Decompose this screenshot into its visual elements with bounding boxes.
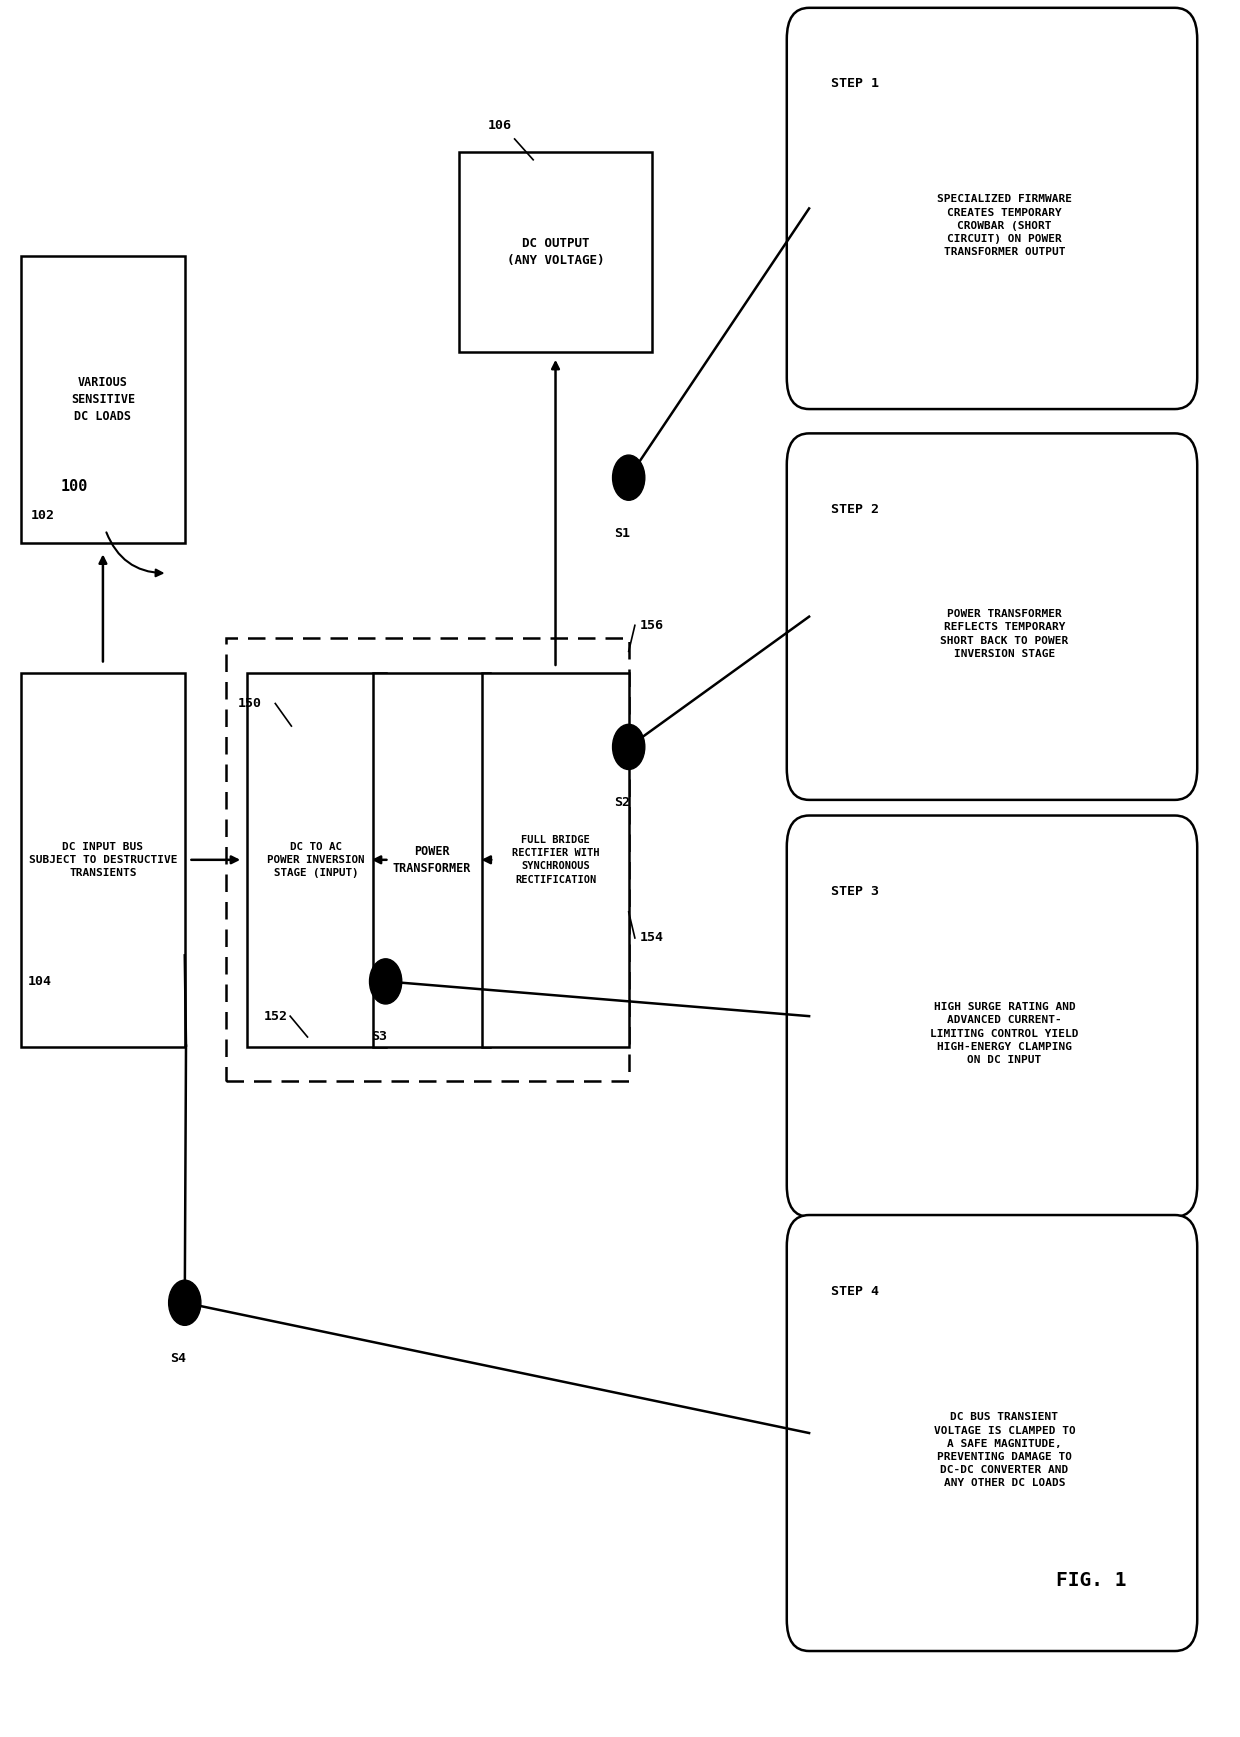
Circle shape (370, 959, 402, 1004)
Text: 100: 100 (61, 479, 88, 493)
Circle shape (169, 1280, 201, 1325)
Text: 154: 154 (640, 931, 663, 945)
FancyBboxPatch shape (787, 1216, 1198, 1650)
Text: 106: 106 (487, 118, 511, 132)
Text: STEP 2: STEP 2 (832, 504, 879, 516)
Text: DC TO AC
POWER INVERSION
STAGE (INPUT): DC TO AC POWER INVERSION STAGE (INPUT) (268, 842, 365, 877)
Text: 102: 102 (31, 509, 55, 523)
Text: 152: 152 (264, 1009, 288, 1023)
Text: STEP 1: STEP 1 (832, 76, 879, 90)
Text: DC OUTPUT
(ANY VOLTAGE): DC OUTPUT (ANY VOLTAGE) (507, 236, 604, 267)
Bar (372, 672, 490, 1046)
Bar (226, 637, 629, 1080)
Text: S2: S2 (615, 796, 630, 809)
Text: POWER
TRANSFORMER: POWER TRANSFORMER (392, 844, 471, 875)
Text: POWER TRANSFORMER
REFLECTS TEMPORARY
SHORT BACK TO POWER
INVERSION STAGE: POWER TRANSFORMER REFLECTS TEMPORARY SHO… (940, 610, 1069, 658)
Text: DC BUS TRANSIENT
VOLTAGE IS CLAMPED TO
A SAFE MAGNITUDE,
PREVENTING DAMAGE TO
DC: DC BUS TRANSIENT VOLTAGE IS CLAMPED TO A… (934, 1412, 1075, 1489)
Text: HIGH SURGE RATING AND
ADVANCED CURRENT-
LIMITING CONTROL YIELD
HIGH-ENERGY CLAMP: HIGH SURGE RATING AND ADVANCED CURRENT- … (930, 1002, 1079, 1065)
Bar (21, 255, 185, 542)
Text: S4: S4 (171, 1351, 186, 1365)
Text: 104: 104 (27, 974, 51, 988)
Text: SPECIALIZED FIRMWARE
CREATES TEMPORARY
CROWBAR (SHORT
CIRCUIT) ON POWER
TRANSFOR: SPECIALIZED FIRMWARE CREATES TEMPORARY C… (937, 195, 1071, 257)
Text: FIG. 1: FIG. 1 (1056, 1572, 1126, 1589)
Text: DC INPUT BUS
SUBJECT TO DESTRUCTIVE
TRANSIENTS: DC INPUT BUS SUBJECT TO DESTRUCTIVE TRAN… (29, 842, 177, 877)
Text: S3: S3 (372, 1030, 387, 1044)
Text: FULL BRIDGE
RECTIFIER WITH
SYNCHRONOUS
RECTIFICATION: FULL BRIDGE RECTIFIER WITH SYNCHRONOUS R… (512, 835, 599, 884)
FancyBboxPatch shape (787, 7, 1198, 408)
Circle shape (613, 455, 645, 500)
Text: 150: 150 (238, 697, 262, 710)
Text: STEP 4: STEP 4 (832, 1285, 879, 1298)
Circle shape (613, 724, 645, 769)
FancyBboxPatch shape (787, 816, 1198, 1216)
FancyBboxPatch shape (787, 434, 1198, 799)
Bar (247, 672, 386, 1046)
Bar (459, 153, 652, 351)
Text: S1: S1 (615, 526, 630, 540)
Bar (21, 672, 185, 1046)
Bar (482, 672, 629, 1046)
Text: STEP 3: STEP 3 (832, 886, 879, 898)
Text: VARIOUS
SENSITIVE
DC LOADS: VARIOUS SENSITIVE DC LOADS (71, 375, 135, 424)
Text: 156: 156 (640, 618, 663, 632)
